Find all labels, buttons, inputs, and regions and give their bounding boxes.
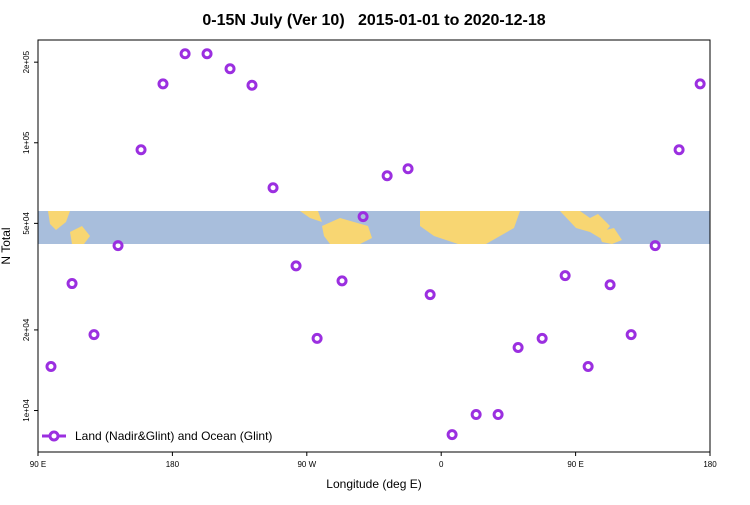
- land: [598, 228, 622, 244]
- point: [424, 289, 436, 301]
- x-tick-label: 0: [439, 460, 444, 469]
- legend-label: Land (Nadir&Glint) and Ocean (Glint): [75, 429, 272, 443]
- x-tick-label: 90 W: [297, 460, 316, 469]
- point: [45, 361, 57, 373]
- point: [446, 429, 458, 441]
- point: [582, 361, 594, 373]
- point: [336, 275, 348, 287]
- point: [88, 329, 100, 341]
- chart-title: 0-15N July (Ver 10) 2015-01-01 to 2020-1…: [202, 12, 545, 29]
- land: [300, 211, 322, 222]
- point: [112, 240, 124, 252]
- point: [135, 144, 147, 156]
- point: [224, 63, 236, 75]
- y-tick-label: 1e+04: [22, 399, 31, 422]
- point: [559, 270, 571, 282]
- x-tick-label: 90 E: [567, 460, 583, 469]
- x-tick-label: 180: [703, 460, 717, 469]
- point: [402, 163, 414, 175]
- legend-marker: [48, 430, 60, 442]
- series: [45, 48, 706, 441]
- point: [381, 170, 393, 182]
- point: [201, 48, 213, 60]
- point: [311, 332, 323, 344]
- land: [420, 211, 520, 244]
- y-tick-label: 1e+05: [22, 131, 31, 154]
- point: [604, 279, 616, 291]
- point: [492, 409, 504, 421]
- point: [66, 278, 78, 290]
- point: [246, 79, 258, 91]
- x-axis-label: Longitude (deg E): [326, 477, 421, 491]
- y-tick-label: 5e+04: [22, 212, 31, 235]
- plot-frame: [37, 39, 711, 453]
- point: [512, 341, 524, 353]
- point: [470, 409, 482, 421]
- point: [357, 211, 369, 223]
- point: [267, 182, 279, 194]
- x-tick-label: 90 E: [30, 460, 46, 469]
- land: [48, 211, 70, 230]
- land: [560, 211, 610, 238]
- y-axis-label: N Total: [0, 227, 13, 264]
- point: [673, 144, 685, 156]
- x-tick-label: 180: [166, 460, 180, 469]
- point: [290, 260, 302, 272]
- point: [179, 48, 191, 60]
- y-tick-label: 2e+05: [22, 50, 31, 73]
- y-tick-label: 2e+04: [22, 318, 31, 341]
- land: [70, 226, 90, 244]
- point: [649, 240, 661, 252]
- point: [536, 332, 548, 344]
- point: [694, 78, 706, 90]
- point: [625, 329, 637, 341]
- map-band: [38, 211, 710, 244]
- point: [157, 78, 169, 90]
- land: [322, 218, 372, 244]
